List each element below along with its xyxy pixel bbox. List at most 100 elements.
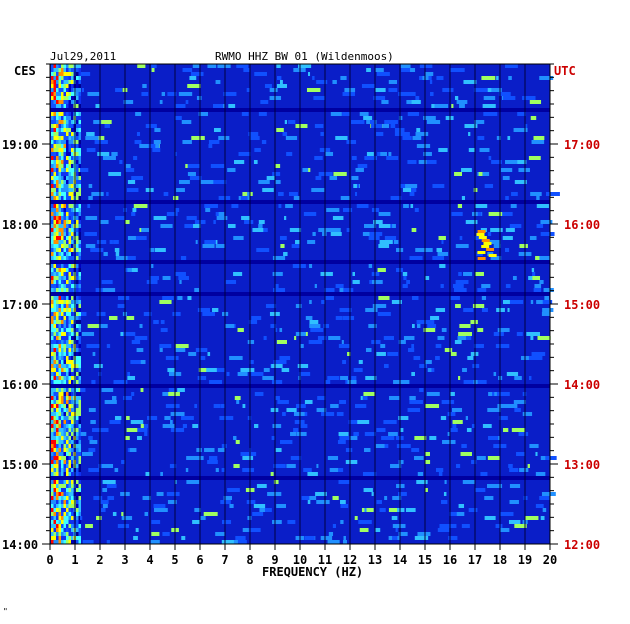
spectrogram-streak xyxy=(150,540,158,544)
spectrogram-streak xyxy=(126,316,135,320)
spectrogram-cell xyxy=(68,448,71,452)
spectrogram-cell xyxy=(51,396,54,400)
spectrogram-streak xyxy=(403,276,407,280)
spectrogram-streak xyxy=(212,180,227,184)
spectrogram-cell xyxy=(53,216,56,220)
spectrogram-cell xyxy=(71,396,74,400)
spectrogram-cell xyxy=(68,268,71,272)
spectrogram-streak xyxy=(102,504,108,508)
spectrogram-cell xyxy=(71,376,74,380)
spectrogram-streak xyxy=(276,64,281,68)
chart-title: RWMO HHZ BW 01 (Wildenmoos) xyxy=(215,50,394,63)
spectrogram-cell xyxy=(66,524,69,528)
spectrogram-streak xyxy=(340,504,349,508)
left-timezone-label: CES xyxy=(14,64,36,78)
spectrogram-cell xyxy=(51,508,54,512)
spectrogram-streak xyxy=(107,496,115,500)
spectrogram-streak xyxy=(457,336,467,340)
spectrogram-cell xyxy=(71,236,74,240)
spectrogram-cell xyxy=(66,472,69,476)
spectrogram-streak xyxy=(340,500,346,504)
spectrogram-cell xyxy=(66,128,69,132)
spectrogram-cell xyxy=(63,480,66,484)
spectrogram-streak xyxy=(327,540,340,544)
spectrogram-streak xyxy=(440,284,444,288)
spectrogram-cell xyxy=(56,160,59,164)
spectrogram-streak xyxy=(178,276,190,280)
spectrogram-cell xyxy=(63,288,66,292)
spectrogram-cell xyxy=(71,284,74,288)
spectrogram-cell xyxy=(66,460,69,464)
spectrogram-cell xyxy=(58,136,61,140)
spectrogram-streak xyxy=(174,208,180,212)
spectrogram-cell xyxy=(63,320,66,324)
spectrogram-streak xyxy=(325,296,334,300)
spectrogram-cell xyxy=(53,280,56,284)
spectrogram-cell xyxy=(56,236,59,240)
spectrogram-cell xyxy=(56,272,59,276)
spectrogram-cell xyxy=(66,212,69,216)
left-tick-label: 18:00 xyxy=(2,218,38,232)
spectrogram-streak xyxy=(294,336,297,340)
spectrogram-streak xyxy=(303,212,317,216)
spectrogram-cell xyxy=(58,388,61,392)
x-tick-label: 11 xyxy=(318,553,332,567)
spectrogram-cell xyxy=(68,248,71,252)
spectrogram-cell xyxy=(63,276,66,280)
spectrogram-cell xyxy=(56,496,59,500)
spectrogram-cell xyxy=(56,440,59,444)
spectrogram-cell xyxy=(76,288,79,292)
spectrogram-streak xyxy=(465,220,478,224)
spectrogram-cell xyxy=(71,488,74,492)
spectrogram-streak xyxy=(167,368,176,372)
spectrogram-cell xyxy=(63,352,66,356)
spectrogram-cell xyxy=(58,528,61,532)
spectrogram-cell xyxy=(56,268,59,272)
spectrogram-streak xyxy=(303,468,312,472)
spectrogram-cell xyxy=(68,216,71,220)
spectrogram-streak xyxy=(200,516,206,520)
spectrogram-streak xyxy=(337,440,346,444)
spectrogram-streak xyxy=(419,64,433,68)
spectrogram-streak xyxy=(379,508,386,512)
spectrogram-cell xyxy=(51,456,54,460)
spectrogram-cell xyxy=(61,128,64,132)
spectrogram-cell xyxy=(53,436,56,440)
spectrogram-cell xyxy=(76,520,79,524)
spectrogram-streak xyxy=(540,456,549,460)
spectrogram-streak xyxy=(398,116,403,120)
spectrogram-streak xyxy=(143,424,149,428)
spectrogram-streak xyxy=(254,320,258,324)
spectrogram-cell xyxy=(66,172,69,176)
spectrogram-streak xyxy=(86,344,101,348)
spectrogram-streak xyxy=(80,432,87,436)
spectrogram-streak xyxy=(464,124,478,128)
spectrogram-cell xyxy=(58,100,61,104)
spectrogram-cell xyxy=(61,412,64,416)
spectrogram-streak xyxy=(215,212,219,216)
spectrogram-streak xyxy=(456,512,465,516)
spectrogram-streak xyxy=(187,296,192,300)
spectrogram-streak xyxy=(473,88,488,92)
spectrogram-cell xyxy=(66,356,69,360)
spectrogram-cell xyxy=(56,112,59,116)
spectrogram-streak xyxy=(221,444,227,448)
spectrogram-streak xyxy=(374,88,386,92)
spectrogram-cell xyxy=(56,352,59,356)
spectrogram-cell xyxy=(56,488,59,492)
spectrogram-streak xyxy=(360,396,363,400)
spectrogram-cell xyxy=(51,380,54,384)
spectrogram-streak xyxy=(482,172,490,176)
spectrogram-cell xyxy=(53,64,56,68)
spectrogram-cell xyxy=(61,72,64,76)
spectrogram-cell xyxy=(63,296,66,300)
spectrogram-streak xyxy=(263,336,267,340)
spectrogram-cell xyxy=(68,196,71,200)
spectrogram-cell xyxy=(61,168,64,172)
spectrogram-cell xyxy=(61,328,64,332)
spectrogram-cell xyxy=(63,112,66,116)
spectrogram-cell xyxy=(61,192,64,196)
spectrogram-cell xyxy=(61,104,64,108)
spectrogram-cell xyxy=(63,488,66,492)
spectrogram-streak xyxy=(221,468,226,472)
